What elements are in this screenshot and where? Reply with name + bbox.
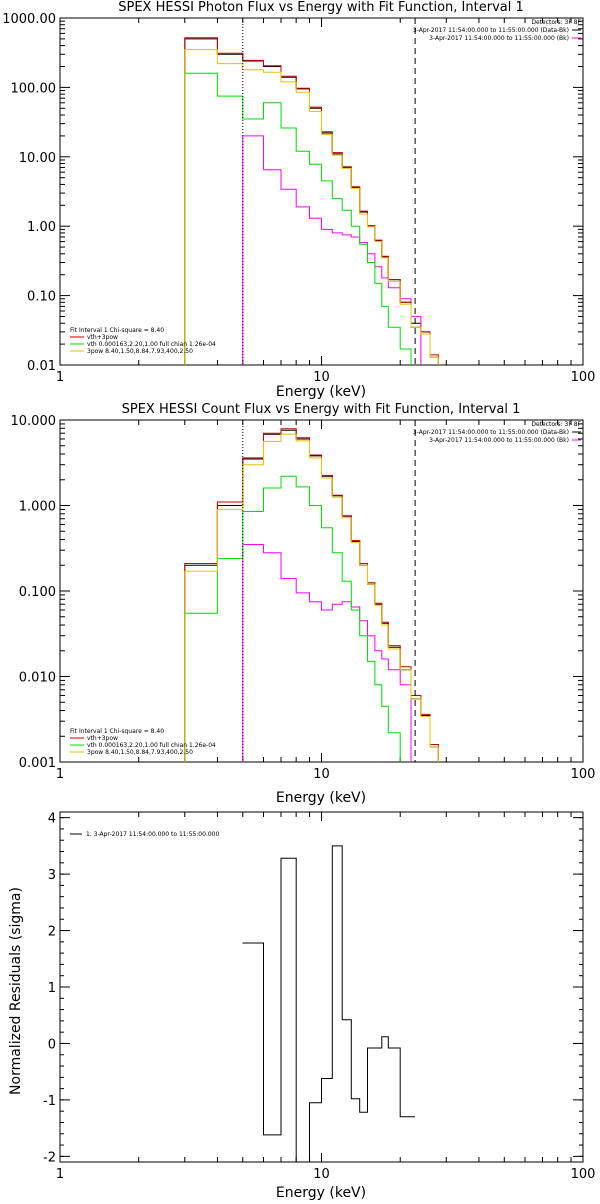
fit-info-line: Fit Interval 1 Chi-square = 8.40	[70, 728, 164, 735]
series-line-0	[242, 845, 416, 1162]
series-line-0	[184, 429, 439, 762]
photon-flux-plot: SPEX HESSI Photon Flux vs Energy with Fi…	[2, 0, 595, 400]
plot-frame	[59, 811, 584, 1163]
series-line-4	[184, 433, 439, 762]
y-tick-label: 0.100	[19, 585, 56, 600]
y-tick-label: -1	[43, 1094, 56, 1109]
y-axis-label: Normalized Residuals (sigma)	[8, 887, 24, 1095]
x-axis-label: Energy (keV)	[276, 790, 366, 806]
series-line-0	[184, 38, 439, 365]
fit-info-line: Fit Interval 1 Chi-square = 8.40	[70, 327, 164, 334]
header-line: Detectors: 3F 8F	[531, 421, 581, 428]
series-line-3	[184, 475, 401, 762]
y-tick-label: 1.00	[27, 220, 56, 235]
fit-info-line: 3pow 8.40,1.50,8.84,7.93,400,2.50	[87, 749, 193, 756]
series-group	[184, 428, 439, 762]
y-tick-label: 4	[48, 812, 56, 827]
x-tick-label: 100	[571, 1167, 596, 1182]
x-axis-label: Energy (keV)	[276, 384, 366, 400]
series-group	[242, 845, 416, 1162]
legend-text: 1. 3-Apr-2017 11:54:00.000 to 11:55:00.0…	[86, 831, 219, 838]
fit-info-line: vth+3pow	[87, 735, 118, 742]
fit-info-line: vth 0.000163,2.20,1.00 full chian 1.26e-…	[87, 742, 216, 749]
series-line-1	[242, 544, 412, 762]
plot-title: SPEX HESSI Photon Flux vs Energy with Fi…	[118, 0, 524, 15]
fit-info-line: vth+3pow	[87, 334, 118, 341]
y-tick-label: 0.01	[27, 359, 56, 374]
y-tick-label: 0.010	[19, 671, 56, 686]
x-tick-label: 1	[56, 767, 64, 782]
residuals-plot: Energy (keV) Normalized Residuals (sigma…	[8, 811, 596, 1201]
x-tick-label: 1	[56, 1167, 64, 1182]
series-line-2	[184, 37, 439, 365]
y-tick-label: -2	[43, 1150, 56, 1165]
x-tick-label: 100	[571, 370, 596, 385]
header-line: 3-Apr-2017 11:54:00.000 to 11:55:00.000 …	[429, 35, 569, 42]
x-tick-label: 10	[313, 1167, 330, 1182]
series-line-1	[242, 135, 422, 365]
y-tick-label: 1000.00	[2, 12, 56, 27]
series-group	[184, 37, 439, 365]
plot-frame	[59, 17, 584, 366]
y-tick-label: 100.00	[11, 81, 57, 96]
y-tick-label: 1	[48, 981, 56, 996]
header-line: 3-Apr-2017 11:54:00.000 to 11:55:00.000 …	[413, 429, 569, 436]
y-tick-label: 0	[48, 1037, 56, 1052]
series-line-2	[184, 428, 439, 762]
y-tick-label: 2	[48, 925, 56, 940]
y-tick-label: 1.000	[19, 500, 56, 515]
header-line: Detectors: 3F 8F	[531, 19, 581, 26]
fit-info-line: vth 0.000163,2.20,1.00 full chian 1.26e-…	[87, 341, 216, 348]
y-tick-label: 0.10	[27, 290, 56, 305]
x-tick-label: 1	[56, 370, 64, 385]
series-line-3	[184, 72, 412, 365]
y-tick-label: 3	[48, 868, 56, 883]
header-line: 3-Apr-2017 11:54:00.000 to 11:55:00.000 …	[429, 437, 569, 444]
y-tick-label: 10.00	[19, 151, 56, 166]
x-tick-label: 10	[313, 767, 330, 782]
series-line-4	[184, 49, 439, 365]
y-tick-label: 0.001	[19, 756, 56, 771]
x-tick-label: 100	[571, 767, 596, 782]
header-line: 3-Apr-2017 11:54:00.000 to 11:55:00.000 …	[413, 27, 569, 34]
plot-title: SPEX HESSI Count Flux vs Energy with Fit…	[122, 402, 521, 417]
count-flux-plot: SPEX HESSI Count Flux vs Energy with Fit…	[11, 402, 596, 806]
fit-info-line: 3pow 8.40,1.50,8.84,7.93,400,2.50	[87, 348, 193, 355]
x-axis-label: Energy (keV)	[276, 1185, 366, 1200]
x-tick-label: 10	[313, 370, 330, 385]
y-tick-label: 10.000	[11, 414, 57, 429]
